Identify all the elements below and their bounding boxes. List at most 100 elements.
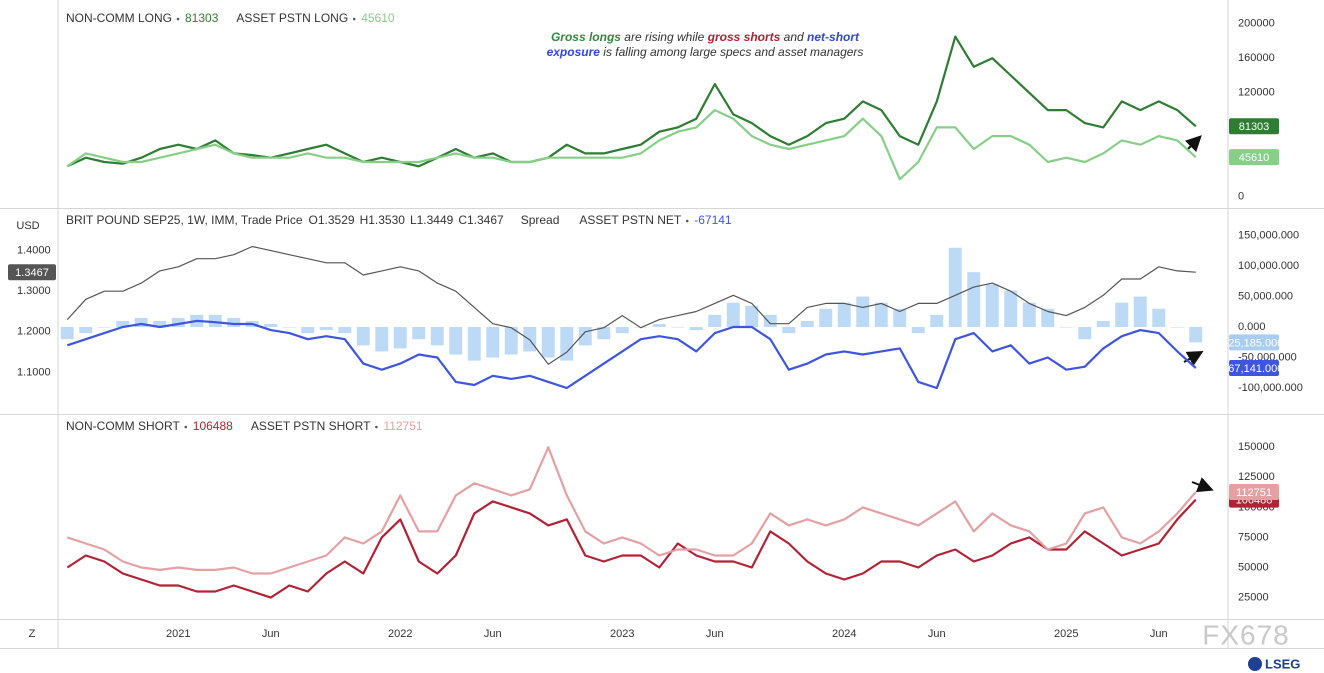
y2-tick-label: 1.4000 <box>17 245 51 257</box>
bar <box>874 302 888 328</box>
line <box>66 498 1197 599</box>
bar <box>1059 327 1073 328</box>
legend-dot <box>176 17 180 21</box>
x-tick-label: Jun <box>706 628 724 640</box>
price-tag <box>1229 149 1279 166</box>
bar <box>227 317 241 328</box>
bar <box>689 327 703 331</box>
bar <box>134 317 148 328</box>
bar <box>171 317 185 328</box>
bar <box>60 327 74 340</box>
bar <box>449 327 463 355</box>
bar <box>1170 327 1184 328</box>
bar <box>319 327 333 331</box>
legend-value: -67141 <box>694 213 732 227</box>
x-tick-label: Jun <box>1150 628 1168 640</box>
bar <box>782 327 796 334</box>
bar <box>800 320 814 328</box>
legend-name: ASSET PSTN LONG <box>236 11 348 25</box>
line <box>66 245 1196 365</box>
ohlc-value: C1.3467 <box>458 213 504 227</box>
bar <box>856 296 870 328</box>
bar <box>560 327 574 361</box>
bar <box>930 314 944 328</box>
ohlc-value: L1.3449 <box>410 213 454 227</box>
bar <box>467 327 481 361</box>
plot <box>60 245 1203 390</box>
legend-name: NON-COMM SHORT <box>66 419 180 433</box>
bar <box>97 327 111 328</box>
bar <box>652 323 666 328</box>
bar <box>763 314 777 328</box>
y-tick-label: 50000 <box>1238 561 1269 573</box>
line <box>66 35 1197 168</box>
y-tick-label: 25000 <box>1238 591 1269 603</box>
plot <box>66 35 1197 181</box>
price-tag <box>8 264 56 281</box>
bar <box>153 320 167 328</box>
legend-dot <box>184 425 188 429</box>
bar <box>615 327 629 334</box>
brand: LSEG <box>1265 656 1300 671</box>
annotation: Gross longs are rising while gross short… <box>547 30 864 59</box>
x-tick-label: 2025 <box>1054 628 1078 640</box>
price-tag <box>1229 484 1279 501</box>
bar <box>1189 327 1203 343</box>
bar <box>356 327 370 346</box>
bar <box>282 327 296 328</box>
bar <box>597 327 611 340</box>
price-tag-label: -67,141.000 <box>1225 363 1284 375</box>
bar <box>486 327 500 358</box>
bar <box>967 272 981 328</box>
annotation-segment: net-short <box>807 30 860 44</box>
watermark: FX678 <box>1202 619 1290 650</box>
currency-label: USD <box>16 220 39 232</box>
line <box>66 446 1197 575</box>
bar <box>985 284 999 328</box>
x-tick-label: 2022 <box>388 628 412 640</box>
annotation-segment: exposure <box>547 45 601 59</box>
annotation-segment: gross shorts <box>707 30 781 44</box>
bar <box>911 327 925 334</box>
price-tag <box>1229 118 1279 135</box>
bar <box>208 314 222 328</box>
bar <box>1078 327 1092 340</box>
legend-name: Spread <box>521 213 560 227</box>
legend-value: 112751 <box>383 419 422 433</box>
bar <box>301 327 315 334</box>
legend-name: NON-COMM LONG <box>66 11 172 25</box>
annotation-segment: are rising while <box>621 30 708 44</box>
y-tick-label: 75000 <box>1238 531 1269 543</box>
y-tick-label: 50,000.000 <box>1238 290 1293 302</box>
bar <box>1041 308 1055 328</box>
bar <box>338 327 352 334</box>
bar <box>948 247 962 328</box>
y-tick-label: 150,000.000 <box>1238 230 1299 242</box>
bar <box>819 308 833 328</box>
legend-dot <box>375 425 378 429</box>
bar <box>708 314 722 328</box>
x-tick-label: 2021 <box>166 628 190 640</box>
y2-tick-label: 1.3000 <box>17 285 51 297</box>
y-tick-label: -100,000.000 <box>1238 382 1303 394</box>
line <box>66 319 1197 390</box>
y-tick-label: 150000 <box>1238 441 1275 453</box>
price-tag <box>1229 334 1279 351</box>
legend-value: 106488 <box>193 419 233 433</box>
bar <box>671 327 685 328</box>
legend-dot <box>685 219 689 223</box>
frame <box>0 0 1324 649</box>
legend-name: ASSET PSTN NET <box>579 213 681 227</box>
legend-value: 81303 <box>185 11 219 25</box>
y-tick-label: 0 <box>1238 191 1244 203</box>
legend-name: ASSET PSTN SHORT <box>251 419 371 433</box>
scale-button[interactable]: Z <box>29 628 36 640</box>
legend-value: 45610 <box>361 11 395 25</box>
bar <box>745 305 759 328</box>
price-tag-label: 112751 <box>1236 487 1272 499</box>
bar <box>393 327 407 349</box>
bar <box>1115 302 1129 328</box>
x-tick-label: Jun <box>484 628 502 640</box>
bar <box>375 327 389 352</box>
